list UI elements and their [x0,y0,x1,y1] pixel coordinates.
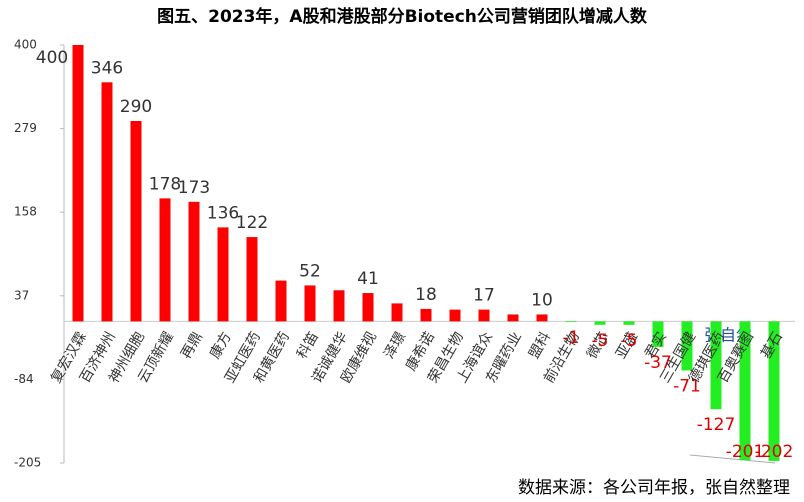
bar [362,293,374,322]
bar [72,45,84,322]
data-label: -202 [755,442,794,462]
bar [652,321,664,347]
y-tick-label: 279 [14,121,37,135]
bar [565,321,577,323]
source-note: 数据来源：各公司年报，张自然整理 [518,478,790,498]
data-label: 290 [120,97,152,117]
bar [391,303,403,322]
data-label: 178 [149,174,181,194]
y-tick-label: 37 [14,288,29,302]
x-tick-label: 泽璟 [381,329,409,361]
data-label: -5 [592,331,609,351]
y-tick-label: 158 [14,205,37,219]
bar [246,237,258,322]
data-label: 173 [178,178,210,198]
chart-title: 图五、2023年，A股和港股部分Biotech公司营销团队增减人数 [157,6,648,27]
data-label: 10 [531,290,553,310]
bar [739,321,751,461]
bar [275,280,287,322]
y-tick-label: -84 [14,372,34,386]
y-tick-label: 400 [14,38,37,52]
bar [507,314,519,322]
data-label: -201 [726,442,765,462]
bar [681,321,693,371]
leader-line [689,454,776,464]
data-label: -71 [673,376,701,396]
x-tick-label: 科笛 [294,329,322,361]
bar [594,321,606,325]
data-label: -37 [644,353,672,373]
bar [304,285,316,322]
bar [623,321,635,325]
bar [449,309,461,322]
bar [159,198,171,322]
bar [710,321,722,410]
data-label: -127 [697,415,736,435]
bar [333,290,345,322]
data-label: -1 [563,328,580,348]
bar [478,309,490,322]
data-label: 41 [357,269,379,289]
bar [768,321,780,461]
x-tick-label: 康方 [206,329,235,362]
data-label: 122 [236,213,268,233]
bar [420,308,432,322]
data-label: 346 [91,58,123,78]
y-tick-label: -205 [14,456,41,470]
bar [130,121,142,322]
data-label: 136 [207,203,239,223]
x-tick-label: 再鼎 [178,329,206,361]
bar [101,82,113,322]
bar [188,201,200,322]
data-label: 400 [36,48,68,68]
bar [536,314,548,322]
data-label: 18 [415,285,437,305]
x-tick-label: 盟科 [526,329,554,361]
x-tick-label: 基石 [757,329,786,362]
bar [217,227,229,322]
data-label: -5 [621,331,638,351]
data-label: 17 [473,286,495,306]
data-label: 52 [299,261,321,281]
